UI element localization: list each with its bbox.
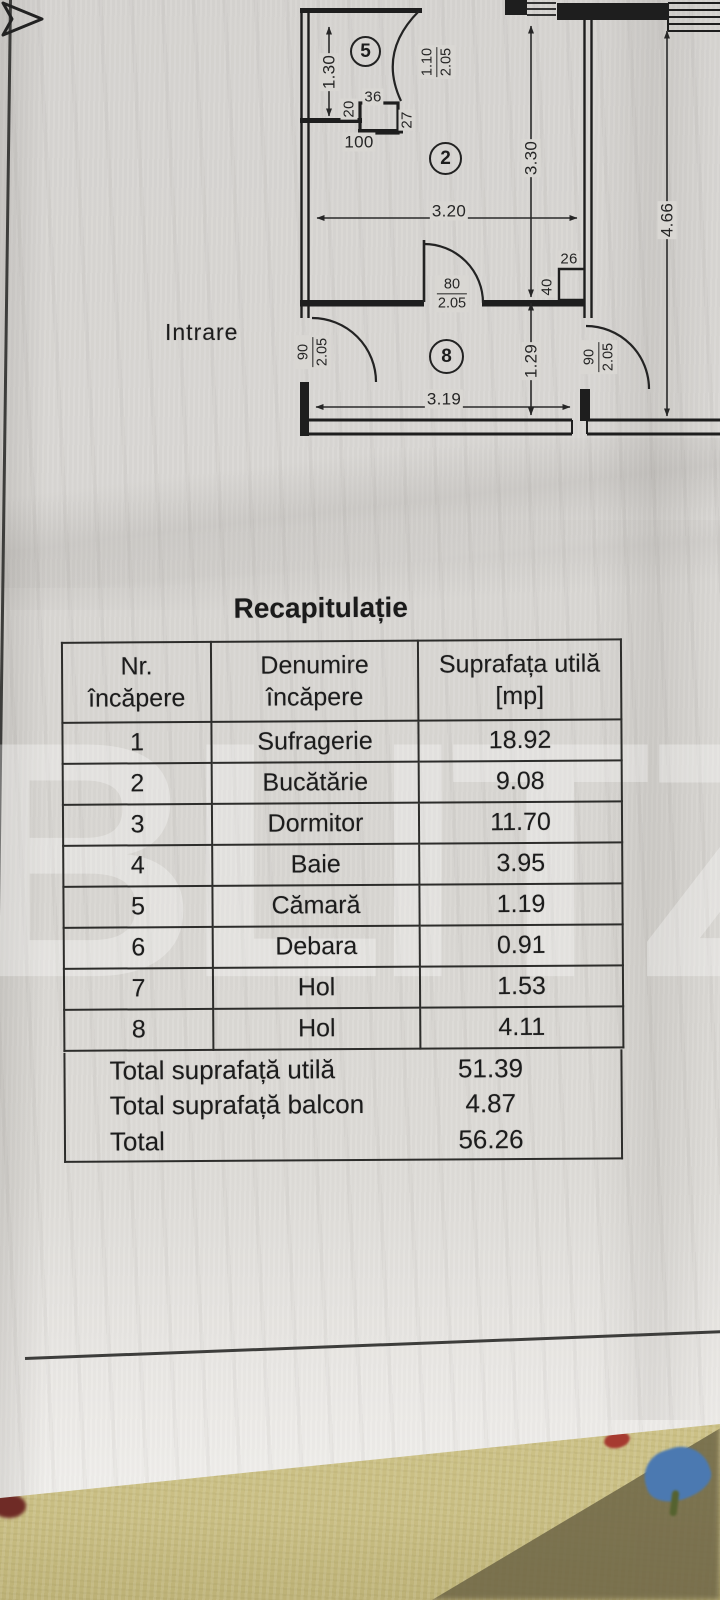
- entrance-arrow-icon: [1, 1, 44, 37]
- dim-right-door: 90 2.05: [580, 339, 618, 375]
- dim-room2-width: 3.20: [429, 201, 469, 221]
- dim-top-door: 1.10 2.05: [418, 44, 456, 80]
- cell-nr: 5: [63, 885, 213, 928]
- dim-fixture-depth: 27: [398, 109, 416, 131]
- dim-left-door-height: 2.05: [312, 336, 331, 368]
- header-suprafata-line2: [mp]: [495, 681, 545, 711]
- dim-niche-depth: 40: [538, 276, 556, 298]
- table-row: 8 Hol 4.11: [64, 1006, 624, 1051]
- cell-name: Debara: [212, 925, 420, 968]
- dim-left-door: 90 2.05: [294, 334, 332, 370]
- dim-hall-width: 3.19: [424, 389, 464, 409]
- cell-nr: 6: [63, 926, 213, 969]
- cell-area: 9.08: [418, 760, 622, 803]
- total-row: Total suprafață balcon 4.87: [66, 1086, 621, 1122]
- dim-room5-height: 1.30: [319, 52, 339, 92]
- table-row: 5 Cămară 1.19: [63, 883, 623, 928]
- total-label: Total suprafață utilă: [109, 1054, 336, 1086]
- header-suprafata-line1: Suprafața utilă: [438, 649, 601, 679]
- table-row: 4 Baie 3.95: [63, 842, 623, 887]
- cell-nr: 2: [62, 762, 212, 805]
- recap-table: Nr. încăpere Denumire încăpere Suprafața…: [61, 638, 624, 1051]
- room-marker-8: 8: [429, 339, 464, 374]
- total-value: 51.39: [457, 1053, 524, 1084]
- dim-top-door-width: 1.10: [419, 47, 436, 77]
- cell-area: 0.91: [419, 924, 623, 967]
- room-marker-label: 5: [360, 40, 371, 62]
- dim-room2-height: 3.30: [521, 138, 541, 178]
- cell-area: 1.53: [419, 965, 624, 1008]
- header-suprafata: Suprafața utilă [mp]: [417, 639, 622, 721]
- paper-fold-shadow: [0, 438, 720, 588]
- cell-area: 4.11: [420, 1006, 624, 1049]
- cell-area: 11.70: [418, 801, 623, 844]
- total-value: 56.26: [458, 1123, 524, 1154]
- cell-name: Bucătărie: [211, 761, 419, 804]
- floor-plan: 5 2 8 1.30 1.10 2.05 36 20 27 100 3.30 3…: [0, 0, 720, 460]
- total-label: Total: [109, 1125, 165, 1157]
- header-denumire-line1: Denumire: [260, 650, 369, 680]
- dim-fixture-width: 36: [362, 88, 384, 106]
- cell-name: Baie: [212, 843, 420, 886]
- total-label: Total suprafață balcon: [109, 1088, 365, 1121]
- cell-nr: 1: [62, 721, 212, 764]
- dim-right-door-width: 90: [581, 348, 598, 366]
- total-row: Total 56.26: [66, 1119, 621, 1160]
- header-nr: Nr. încăpere: [61, 641, 212, 723]
- cell-area: 3.95: [419, 842, 623, 885]
- dim-mid-door-height: 2.05: [436, 293, 468, 311]
- dim-fixture-side: 20: [340, 98, 358, 120]
- cell-name: Dormitor: [211, 802, 420, 845]
- dim-hall-height: 1.29: [521, 341, 541, 381]
- room-marker-5: 5: [350, 36, 381, 67]
- dim-right-height: 4.66: [657, 200, 677, 240]
- dim-mid-door: 80 2.05: [434, 275, 470, 313]
- table-row: 3 Dormitor 11.70: [62, 801, 623, 846]
- header-nr-line1: Nr.: [120, 651, 153, 680]
- entrance-label: Intrare: [165, 319, 239, 345]
- recap-title: Recapitulație: [233, 591, 408, 624]
- table-row: 2 Bucătărie 9.08: [62, 760, 622, 805]
- cell-name: Sufragerie: [211, 720, 419, 763]
- cell-name: Cămară: [212, 884, 420, 927]
- fabric-darkred-flower: [0, 1494, 26, 1518]
- cell-area: 18.92: [418, 719, 622, 762]
- header-denumire-line2: încăpere: [266, 682, 364, 712]
- header-nr-line2: încăpere: [88, 684, 186, 713]
- dim-mid-door-width: 80: [443, 276, 461, 293]
- table-row: 6 Debara 0.91: [63, 924, 623, 969]
- floor-plan-drawing: [300, 0, 720, 436]
- table-row: 7 Hol 1.53: [63, 965, 624, 1010]
- cell-nr: 3: [62, 803, 213, 846]
- header-denumire: Denumire încăpere: [210, 640, 419, 722]
- dim-left-door-width: 90: [295, 343, 312, 361]
- cell-name: Hol: [213, 1007, 421, 1050]
- room-marker-label: 2: [440, 147, 451, 169]
- dim-fixture-length: 100: [342, 132, 376, 152]
- room-marker-label: 8: [441, 345, 452, 367]
- cell-name: Hol: [212, 966, 421, 1009]
- dim-top-door-height: 2.05: [436, 46, 455, 78]
- table-row: 1 Sufragerie 18.92: [62, 719, 622, 764]
- cell-area: 1.19: [419, 883, 623, 926]
- table-header-row: Nr. încăpere Denumire încăpere Suprafața…: [61, 639, 622, 723]
- cell-nr: 4: [63, 844, 213, 887]
- total-row: Total suprafață utilă 51.39: [65, 1049, 620, 1089]
- cell-nr: 8: [64, 1008, 214, 1051]
- dim-right-door-height: 2.05: [598, 341, 617, 373]
- dim-niche-width: 26: [558, 250, 580, 268]
- total-value: 4.87: [465, 1088, 517, 1119]
- page-frame-bottom: [24, 1330, 720, 1360]
- totals-box: Total suprafață utilă 51.39 Total supraf…: [63, 1049, 623, 1163]
- cell-nr: 7: [63, 967, 214, 1010]
- room-marker-2: 2: [429, 142, 462, 175]
